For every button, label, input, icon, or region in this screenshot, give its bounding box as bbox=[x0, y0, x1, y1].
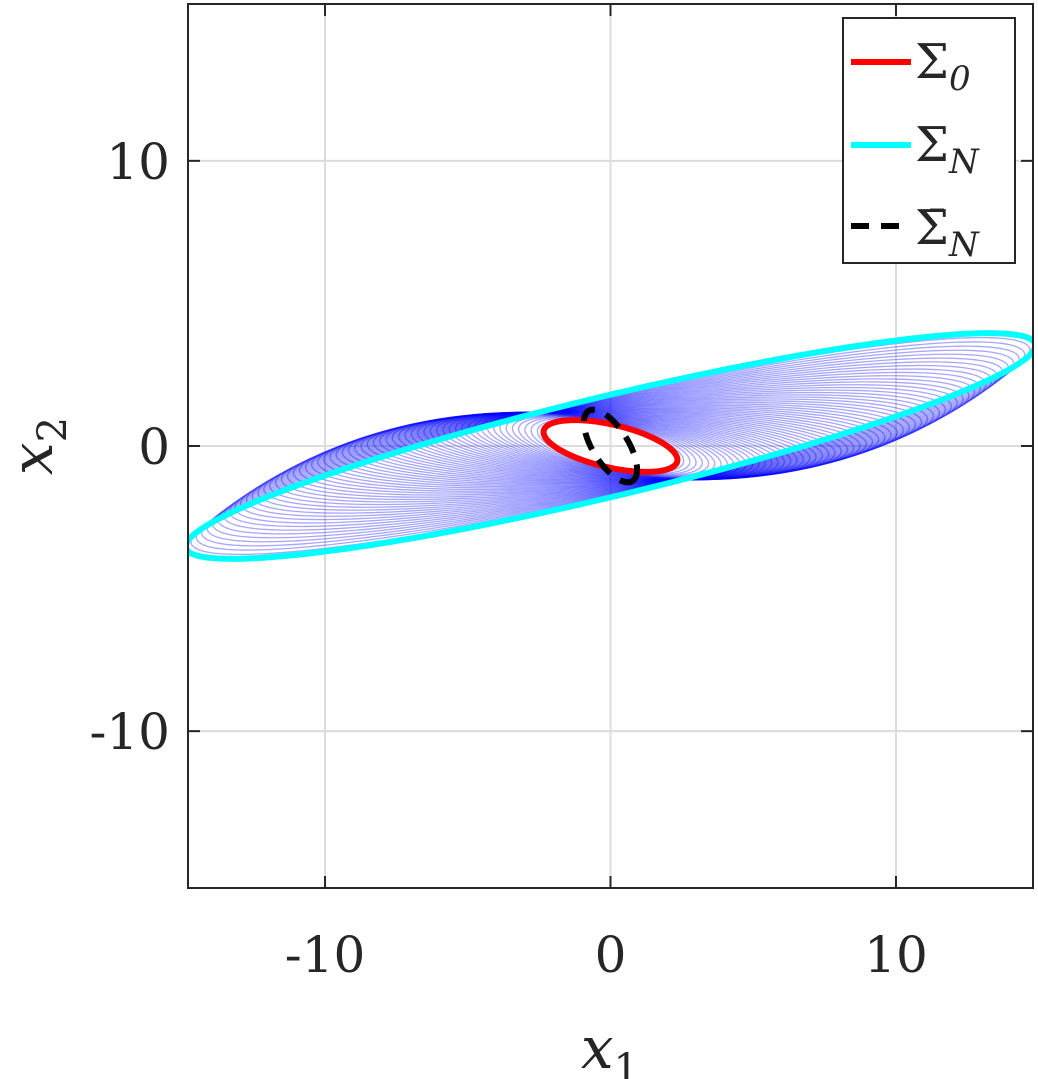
trajectory-ellipse-31 bbox=[347, 408, 874, 484]
trajectory-ellipse-21 bbox=[410, 411, 811, 481]
trajectory-ellipse-37 bbox=[310, 401, 911, 491]
trajectory-ellipse-18 bbox=[429, 411, 792, 481]
trajectory-ellipse-34 bbox=[329, 405, 892, 487]
trajectory-ellipse-48 bbox=[245, 375, 976, 517]
trajectory-ellipse-17 bbox=[435, 411, 786, 481]
trajectory-ellipse-26 bbox=[379, 411, 842, 481]
trajectory-ellipse-6 bbox=[505, 414, 716, 478]
y-tick-label-0: -10 bbox=[89, 703, 170, 761]
trajectory-ellipse-35 bbox=[323, 404, 898, 488]
trajectory-ellipse-44 bbox=[269, 386, 952, 506]
trajectory-ellipse-19 bbox=[423, 411, 798, 481]
series-group bbox=[188, 330, 1033, 562]
y-axis-label-group: x2 bbox=[0, 417, 76, 475]
x-tick-label-1: 0 bbox=[595, 926, 627, 984]
trajectory-ellipse-33 bbox=[335, 407, 886, 485]
y-axis-label: x2 bbox=[0, 417, 76, 475]
trajectory-ellipse-23 bbox=[398, 411, 823, 481]
trajectory-ellipse-7 bbox=[499, 414, 722, 478]
legend: Σ0 ΣN Σ̄N bbox=[842, 17, 1016, 265]
series-ellipse-sigmaN bbox=[188, 330, 1033, 562]
axis-ticks bbox=[188, 4, 1033, 888]
trajectory-ellipse-47 bbox=[251, 378, 970, 514]
trajectory-ellipse-41 bbox=[286, 394, 935, 498]
x-tick-label-0: -10 bbox=[285, 926, 366, 984]
x-tick-label-2: 10 bbox=[864, 926, 928, 984]
trajectory-ellipse-20 bbox=[416, 411, 805, 481]
trajectory-ellipse-43 bbox=[274, 389, 947, 503]
trajectory-ellipse-38 bbox=[304, 400, 917, 492]
legend-label-sigma0: Σ0 bbox=[915, 34, 971, 99]
trajectory-ellipse-4 bbox=[518, 416, 703, 476]
trajectory-ellipse-46 bbox=[257, 381, 964, 511]
trajectory-ellipse-45 bbox=[263, 384, 958, 508]
trajectory-ellipse-24 bbox=[391, 411, 830, 481]
trajectory-ellipse-30 bbox=[354, 409, 867, 483]
trajectory-ellipse-27 bbox=[372, 410, 849, 482]
y-tick-label-1: 0 bbox=[138, 418, 170, 476]
tick-labels: -10 0 10 -10 0 10 bbox=[89, 133, 927, 984]
y-tick-label-2: 10 bbox=[106, 133, 170, 191]
x-axis-label: x1 bbox=[581, 1014, 639, 1079]
trajectory-ellipse-40 bbox=[292, 396, 929, 496]
trajectory-ellipse-55 bbox=[206, 349, 1015, 543]
trajectory-ellipse-22 bbox=[404, 411, 817, 481]
legend-label-sigmaNbar: Σ̄N bbox=[915, 200, 980, 265]
trajectory-ellipse-25 bbox=[385, 411, 836, 481]
legend-label-sigmaN: ΣN bbox=[915, 117, 980, 182]
trajectory-ellipse-5 bbox=[511, 415, 710, 477]
series-ellipse-sigmaNbar bbox=[580, 406, 641, 486]
trajectory-ellipse-32 bbox=[341, 407, 880, 485]
trajectory-ellipse-49 bbox=[240, 371, 981, 521]
trajectory-ellipse-36 bbox=[317, 403, 904, 489]
legend-box bbox=[842, 17, 1016, 264]
trajectory-ellipse-39 bbox=[298, 398, 923, 494]
trajectory-ellipse-28 bbox=[366, 410, 855, 482]
trajectory-ellipse-29 bbox=[360, 409, 861, 483]
trajectory-ellipse-42 bbox=[280, 391, 941, 501]
